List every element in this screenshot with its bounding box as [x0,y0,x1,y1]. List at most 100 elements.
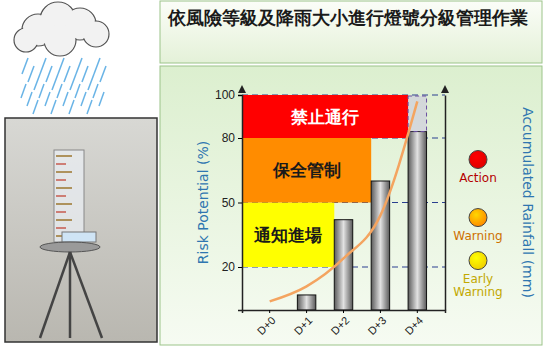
x-tick: D+4 [402,310,425,337]
gauge-mark [56,195,66,196]
rain-drop [100,66,106,82]
rain-drop [93,84,98,98]
rain-drop [70,74,76,90]
rain-drop [34,74,40,90]
y2-axis-arrow [441,85,449,93]
x-tick-label: D+2 [329,314,352,337]
gauge-mark [56,211,66,212]
rain-drop [21,84,26,98]
bar [297,295,315,310]
y-axis: 20 50 80 100 [215,88,243,310]
gauge-mark [56,203,72,204]
y-tick: 100 [215,88,242,102]
risk-label: 保全管制 [272,160,341,180]
tripod-leg [69,252,72,338]
x-tick-label: D+4 [402,314,425,337]
x-tick-label: D+3 [365,314,388,337]
y2-axis [445,96,446,311]
y-tick: 20 [222,260,242,274]
x-axis: D+0 D+1 D+2 D+3 D+4 [243,310,446,337]
y-tick-label: 50 [222,196,236,210]
gauge-mark [56,179,66,180]
rain-drop [75,84,80,98]
x-tick: D+0 [255,310,278,337]
risk-label: 通知進場 [253,225,322,245]
rain-drop [27,92,32,106]
y-tick-mark [238,267,242,268]
rain-drop [81,92,86,106]
risk-band [242,138,371,203]
x-axis-line [243,311,446,314]
tripod-leg [70,252,102,338]
alert-label: Action [459,171,497,185]
bar [408,132,426,310]
cloud [14,2,109,56]
trend-line [270,101,418,301]
y-tick-label: 100 [215,88,235,102]
cloud-fill [45,25,75,55]
plot-area [242,95,427,310]
gauge-cylinder [54,150,84,242]
chart-panel [160,66,542,345]
rain [21,58,106,114]
rain-drop [51,100,56,114]
cloud-fill [84,22,108,46]
alert-lamp [469,252,487,270]
rain-drop [69,100,74,114]
illustration [5,2,157,342]
x-tick-mark [380,310,381,313]
rain-drop [28,66,34,82]
alert-lamp [469,209,487,227]
x-tick-mark [343,310,344,313]
x-tick-mark [306,310,307,313]
gauge-mark [56,187,72,188]
photo [5,118,157,342]
title-box [160,1,542,63]
chart-title: 依風險等級及降雨大小進行燈號分級管理作業 [167,7,528,28]
y-axis-title: Risk Potential (%) [195,141,211,264]
rain-drop [87,100,92,114]
rain-drop [94,58,100,74]
x-tick: D+2 [329,310,352,337]
risk-band [242,203,334,268]
rain-drop [76,58,82,74]
alert-label: EarlyWarning [453,272,502,299]
tripod-plate [40,242,100,252]
page: 依風險等級及降雨大小進行燈號分級管理作業通知進場 保全管制 禁止通行 20 50 80 10… [0,0,544,347]
rain-drop [99,92,104,106]
y-tick-label: 20 [222,260,236,274]
rain-drop [22,58,28,74]
y-tick: 80 [222,131,242,145]
rain-drop [52,74,58,90]
y-axis-arrow [238,85,246,93]
rain-drop [45,92,50,106]
x-tick: D+1 [292,310,315,337]
gauge-mark [56,219,72,220]
rain-drop [33,100,38,114]
alert-lamp [469,151,487,169]
x-tick-label: D+0 [255,314,278,337]
risk-band [242,95,408,138]
rain-drop [39,84,44,98]
gauge-mark [56,163,66,164]
x-tick: D+3 [365,310,388,337]
y-tick-mark [238,95,242,96]
tripod-leg [40,252,70,338]
rain-drop [88,74,94,90]
y-tick: 50 [222,196,242,210]
y-axis-line [238,96,243,311]
risk-label: 禁止通行 [290,107,359,127]
rain-drop [40,58,46,74]
y2-axis-line [445,96,447,311]
gauge-mark [56,171,72,172]
x-tick-mark [417,310,418,313]
gauge-base [62,232,96,242]
x-tick-label: D+1 [292,314,315,337]
x-tick-mark [269,310,270,313]
cloud-fill [15,29,37,51]
rain-drop [64,66,70,82]
gauge-mark [56,227,66,228]
rain-drop [63,92,68,106]
rain-drop [46,66,52,82]
y2-axis-title: Accumulated Rainfall (mm) [520,107,536,298]
